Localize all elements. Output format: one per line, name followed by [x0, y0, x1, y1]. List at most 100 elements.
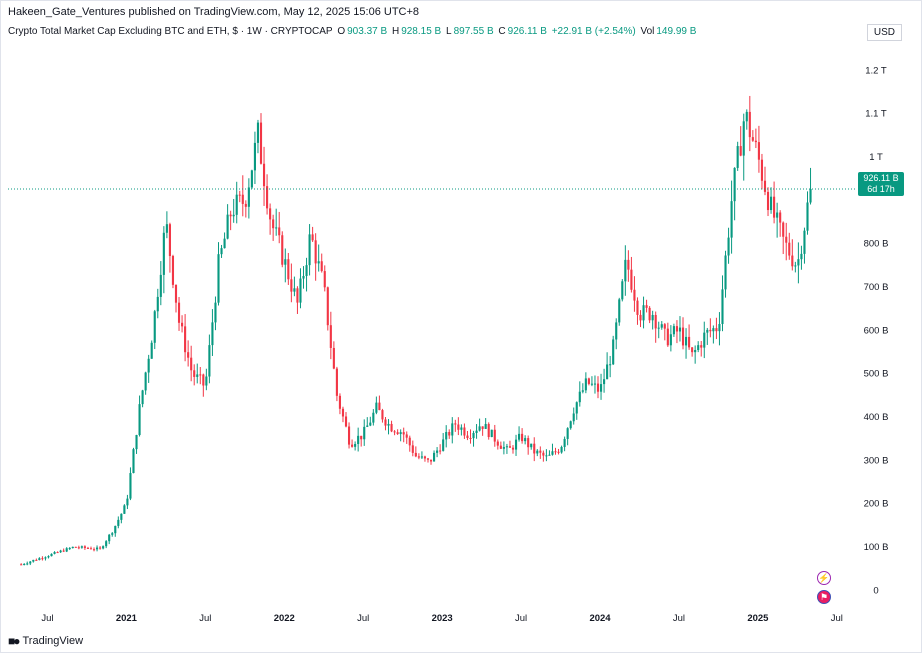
candle-body	[120, 513, 123, 520]
lightning-icon[interactable]: ⚡	[817, 571, 831, 585]
volume-key: Vol	[640, 26, 655, 37]
candle-body	[92, 549, 96, 551]
candle-body	[247, 187, 250, 207]
candle-body	[672, 326, 675, 335]
candle-body	[621, 281, 624, 300]
publisher-line: Hakeen_Gate_Ventures published on Tradin…	[8, 6, 420, 18]
candle-body	[681, 327, 685, 346]
candle-body	[41, 558, 44, 560]
candle-body	[496, 441, 499, 446]
y-tick-label: 500 B	[864, 369, 889, 380]
candle-body	[411, 445, 414, 453]
candle-body	[190, 357, 193, 371]
candle-body	[584, 378, 587, 391]
candle-body	[469, 437, 472, 439]
candle-body	[338, 395, 342, 409]
candle-body	[199, 374, 202, 376]
candle-body	[360, 435, 363, 440]
candle-body	[518, 433, 521, 440]
candle-body	[436, 450, 439, 453]
candle-body	[505, 446, 508, 448]
brand-name: TradingView	[22, 635, 84, 647]
candle-body	[62, 550, 65, 552]
candle-body	[599, 384, 603, 392]
candle-body	[390, 423, 393, 432]
y-tick-label: 400 B	[864, 412, 889, 423]
candle-body	[660, 324, 663, 328]
candle-body	[448, 431, 451, 436]
candle-body	[651, 314, 654, 321]
us-flag-icon[interactable]: ⚑	[817, 590, 831, 604]
candle-body	[524, 438, 527, 442]
candle-body	[50, 553, 53, 557]
last-price-value: 926.11 B	[863, 173, 899, 183]
low-value: 897.55 B	[453, 26, 494, 37]
candle-body	[284, 259, 287, 265]
x-tick-label: Jul	[673, 613, 685, 624]
candle-body	[71, 546, 74, 549]
currency-button[interactable]: USD	[866, 24, 902, 41]
candle-body	[181, 322, 184, 327]
candle-body	[727, 237, 730, 256]
candle-body	[426, 458, 430, 460]
candle-body	[399, 432, 402, 435]
candle-body	[68, 548, 71, 550]
x-tick-label: 2024	[589, 613, 611, 624]
candle-body	[341, 408, 345, 417]
candle-body	[669, 334, 672, 346]
candle-body	[745, 111, 748, 122]
x-tick-label: 2023	[432, 613, 453, 624]
candle-body	[642, 305, 645, 321]
candle-body	[117, 519, 120, 526]
candle-body	[153, 311, 156, 343]
candle-body	[548, 454, 551, 456]
candle-body	[396, 432, 399, 435]
candle-body	[135, 435, 138, 450]
candle-body	[162, 232, 165, 275]
candle-body	[317, 261, 320, 264]
candle-body	[156, 296, 159, 312]
candle-body	[508, 446, 512, 448]
candle-body	[226, 214, 229, 239]
candle-body	[177, 302, 181, 323]
candle-body	[724, 255, 727, 290]
candle-body	[736, 146, 739, 168]
candle-body	[445, 431, 448, 440]
y-tick-label: 100 B	[864, 542, 889, 553]
candle-body	[193, 370, 196, 377]
candle-body	[442, 439, 445, 451]
candle-body	[533, 443, 536, 454]
candle-body	[174, 284, 178, 303]
candle-body	[569, 421, 572, 429]
y-tick-label: 200 B	[864, 499, 889, 510]
candle-body	[654, 314, 657, 329]
tradingview-logo[interactable]: ■● TradingView	[8, 634, 83, 648]
candle-body	[521, 433, 524, 442]
candle-body	[432, 452, 436, 462]
candle-body	[499, 445, 502, 449]
candle-body	[587, 378, 590, 384]
candle-body	[123, 505, 126, 514]
candle-body	[581, 390, 584, 392]
symbol-title[interactable]: Crypto Total Market Cap Excluding BTC an…	[8, 26, 333, 37]
candle-body	[648, 307, 651, 321]
candle-body	[451, 423, 454, 436]
candle-body	[311, 234, 314, 241]
candle-body	[266, 186, 269, 209]
candle-body	[77, 547, 80, 549]
candle-body	[323, 271, 326, 288]
candle-body	[530, 443, 533, 448]
candle-body	[757, 142, 760, 160]
candle-body	[287, 259, 290, 280]
candle-body	[290, 279, 293, 292]
candle-body	[99, 547, 102, 549]
candle-body	[527, 438, 530, 448]
candle-body	[23, 563, 26, 565]
candle-body	[35, 559, 38, 561]
candle-body	[344, 416, 348, 427]
candle-body	[223, 238, 226, 249]
candle-body	[214, 302, 217, 323]
candle-body	[111, 533, 114, 535]
candle-body	[484, 423, 487, 429]
